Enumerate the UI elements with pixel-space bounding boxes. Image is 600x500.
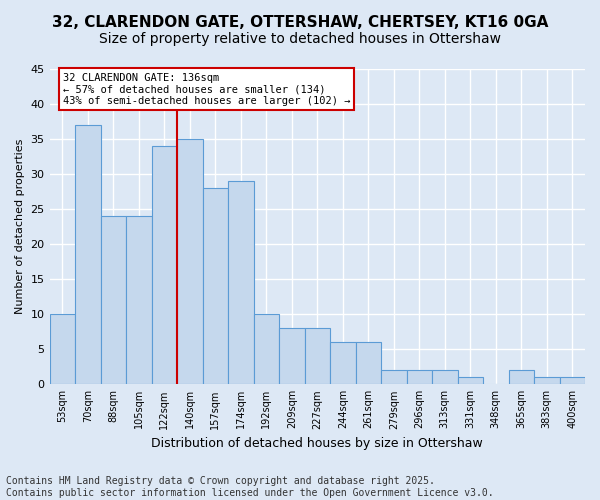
Bar — [254, 314, 279, 384]
Bar — [305, 328, 330, 384]
Text: Contains HM Land Registry data © Crown copyright and database right 2025.
Contai: Contains HM Land Registry data © Crown c… — [6, 476, 494, 498]
Bar — [534, 378, 560, 384]
Bar — [407, 370, 432, 384]
Bar — [279, 328, 305, 384]
Bar — [509, 370, 534, 384]
Bar — [203, 188, 228, 384]
Bar — [356, 342, 381, 384]
Bar — [126, 216, 152, 384]
Bar — [458, 378, 483, 384]
Bar — [330, 342, 356, 384]
Bar — [101, 216, 126, 384]
Bar — [432, 370, 458, 384]
Bar — [381, 370, 407, 384]
X-axis label: Distribution of detached houses by size in Ottershaw: Distribution of detached houses by size … — [151, 437, 483, 450]
Text: 32, CLARENDON GATE, OTTERSHAW, CHERTSEY, KT16 0GA: 32, CLARENDON GATE, OTTERSHAW, CHERTSEY,… — [52, 15, 548, 30]
Bar — [152, 146, 177, 384]
Bar — [50, 314, 75, 384]
Bar — [75, 125, 101, 384]
Y-axis label: Number of detached properties: Number of detached properties — [15, 139, 25, 314]
Text: 32 CLARENDON GATE: 136sqm
← 57% of detached houses are smaller (134)
43% of semi: 32 CLARENDON GATE: 136sqm ← 57% of detac… — [63, 72, 350, 106]
Bar — [560, 378, 585, 384]
Bar — [177, 139, 203, 384]
Bar — [228, 181, 254, 384]
Text: Size of property relative to detached houses in Ottershaw: Size of property relative to detached ho… — [99, 32, 501, 46]
